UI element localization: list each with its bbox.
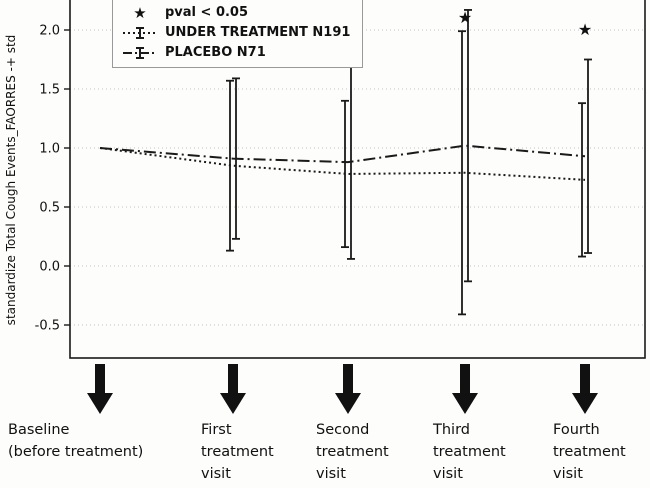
visit-label: Fourth treatment visit bbox=[553, 422, 626, 482]
significance-star: ★ bbox=[578, 20, 592, 39]
visit-label: Second treatment visit bbox=[316, 422, 389, 482]
legend-entry-placebo: PLACEBO N71 bbox=[123, 45, 350, 60]
visit-label: Baseline (before treatment) bbox=[8, 422, 144, 460]
legend-entry-treatment: UNDER TREATMENT N191 bbox=[123, 25, 350, 40]
plot-area: 2.0 1.5 1.0 0.5 0.0 -0.5 ★ ★ bbox=[35, 0, 646, 359]
y-tick-label: 2.0 bbox=[39, 24, 60, 39]
y-tick-label: 1.0 bbox=[39, 142, 60, 157]
down-arrow bbox=[572, 364, 598, 418]
down-arrow bbox=[87, 364, 113, 418]
y-tick-label: 1.5 bbox=[39, 83, 60, 98]
legend: ★ pval < 0.05 UNDER TREATMENT N191 PLACE… bbox=[112, 0, 364, 68]
y-tick-label: 0.5 bbox=[39, 201, 60, 216]
y-tick-label: 0.0 bbox=[39, 260, 60, 275]
series-line-0 bbox=[99, 147, 586, 181]
series-line-1 bbox=[99, 144, 586, 164]
significance-star: ★ bbox=[458, 8, 472, 27]
down-arrow bbox=[220, 364, 246, 418]
legend-pval-label: pval < 0.05 bbox=[165, 5, 249, 20]
visit-label: Third treatment visit bbox=[433, 422, 506, 482]
dashdot-errorbar-icon bbox=[123, 46, 157, 59]
axes-frame bbox=[69, 0, 646, 359]
visit-label: First treatment visit bbox=[201, 422, 274, 482]
legend-entry-pval: ★ pval < 0.05 bbox=[123, 5, 350, 20]
dotted-errorbar-icon bbox=[123, 26, 157, 39]
legend-placebo-label: PLACEBO N71 bbox=[165, 45, 266, 60]
down-arrow bbox=[335, 364, 361, 418]
y-tick-label: -0.5 bbox=[35, 319, 60, 334]
legend-treatment-label: UNDER TREATMENT N191 bbox=[165, 25, 351, 40]
down-arrow bbox=[452, 364, 478, 418]
star-icon: ★ bbox=[133, 3, 147, 22]
